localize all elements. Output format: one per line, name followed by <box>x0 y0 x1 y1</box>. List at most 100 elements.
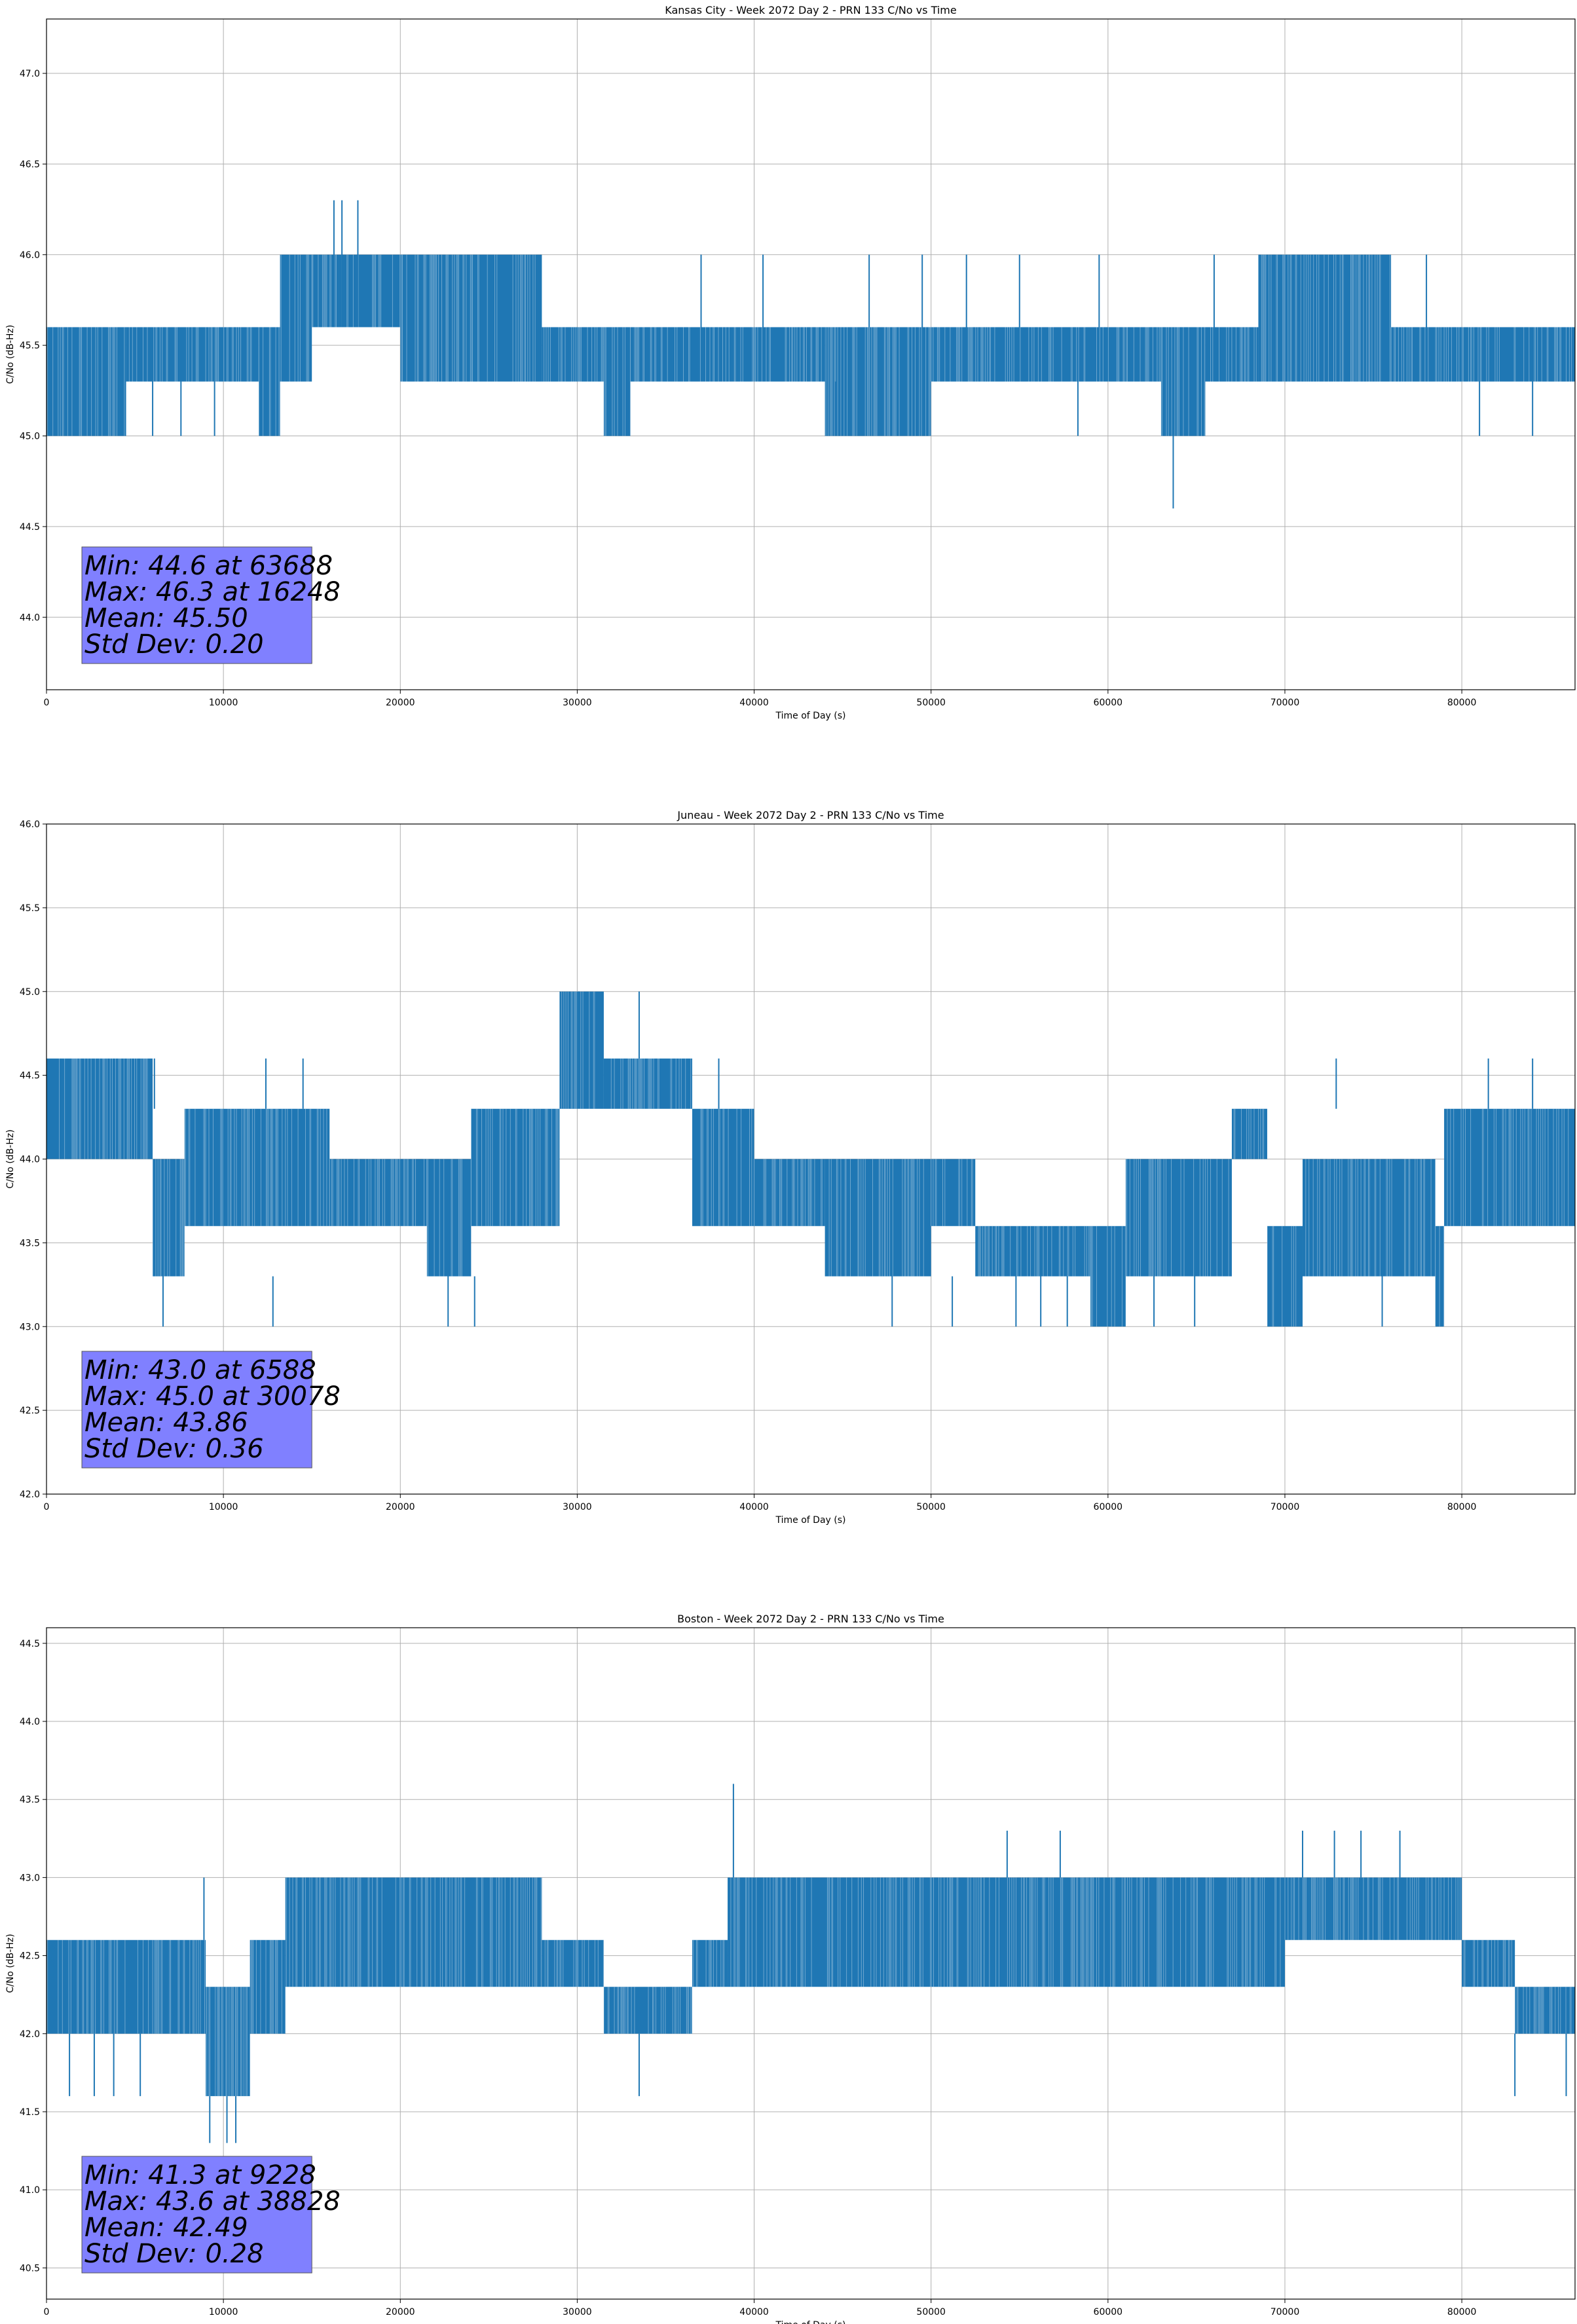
data-texture <box>1447 1108 1569 1226</box>
data-band <box>692 1940 728 1987</box>
y-tick-label: 42.0 <box>20 2029 40 2040</box>
y-tick-label: 45.0 <box>20 432 40 442</box>
x-tick-label: 70000 <box>1271 2307 1300 2317</box>
x-tick-label: 50000 <box>916 1502 946 1512</box>
y-tick-label: 44.5 <box>20 1071 40 1081</box>
axes-frame <box>46 18 1576 690</box>
y-tick-label: 45.5 <box>20 903 40 914</box>
data-texture <box>1267 1226 1297 1327</box>
data-texture <box>825 327 931 436</box>
data-texture <box>1284 1877 1460 1940</box>
x-tick-label: 30000 <box>563 2307 592 2317</box>
x-tick-label: 80000 <box>1447 698 1477 708</box>
data-texture <box>1233 1108 1265 1159</box>
data-texture <box>401 254 536 382</box>
data-texture <box>47 1940 205 2034</box>
data-texture <box>544 1940 604 1987</box>
x-tick-label: 30000 <box>563 698 592 708</box>
x-tick-label: 40000 <box>739 2307 769 2317</box>
x-axis-label: Time of Day (s) <box>775 1515 846 1526</box>
data-texture <box>693 1940 725 1987</box>
data-band <box>542 1940 604 1987</box>
chart-title: Kansas City - Week 2072 Day 2 - PRN 133 … <box>665 4 956 16</box>
x-axis-label: Time of Day (s) <box>775 711 846 721</box>
data-band <box>250 1940 286 2034</box>
x-axis-label: Time of Day (s) <box>775 2320 846 2324</box>
data-texture <box>184 1108 327 1226</box>
data-texture <box>1435 1226 1445 1327</box>
y-tick-label: 46.0 <box>20 819 40 830</box>
data-band <box>46 1059 153 1159</box>
data-texture <box>561 991 595 1109</box>
data-band <box>825 327 931 436</box>
x-tick-label: 80000 <box>1447 2307 1477 2317</box>
y-tick-label: 44.5 <box>20 522 40 533</box>
data-texture <box>86 327 125 436</box>
data-texture <box>978 1226 1090 1277</box>
data-band <box>1284 1877 1462 1940</box>
data-band <box>82 327 126 436</box>
y-tick-label: 45.0 <box>20 987 40 998</box>
data-band <box>1267 1226 1303 1327</box>
data-texture <box>128 327 252 382</box>
y-axis-label: C/No (dB-Hz) <box>5 1129 16 1188</box>
x-tick-label: 10000 <box>209 2307 238 2317</box>
y-axis-label: C/No (dB-Hz) <box>5 325 16 384</box>
y-tick-label: 42.5 <box>20 1951 40 1962</box>
data-band <box>280 254 312 382</box>
y-tick-label: 44.5 <box>20 1639 40 1649</box>
data-band <box>630 327 825 382</box>
stats-line: Min: 43.0 at 6588 <box>84 1355 316 1385</box>
data-band <box>984 1877 1285 1987</box>
data-series <box>46 1784 1575 2143</box>
chart-panel-2: 0 10000 20000 30000 40000 50000 60000 70000 8000… <box>5 809 1576 1526</box>
y-tick-label: 44.0 <box>20 1155 40 1165</box>
data-band <box>46 1940 206 2034</box>
data-texture <box>700 1108 752 1226</box>
data-texture <box>984 1877 1281 1987</box>
data-texture <box>730 1877 982 1987</box>
stats-line: Std Dev: 0.36 <box>84 1434 264 1464</box>
data-texture <box>610 1059 692 1109</box>
data-band <box>1160 327 1206 436</box>
y-tick-label: 41.5 <box>20 2107 40 2118</box>
data-band <box>931 1159 976 1226</box>
data-texture <box>1125 1159 1229 1277</box>
data-texture <box>258 327 280 436</box>
x-tick-label: 0 <box>44 698 50 708</box>
data-texture <box>1305 1159 1432 1277</box>
y-tick-label: 42.0 <box>20 1490 40 1500</box>
data-band <box>426 1159 472 1277</box>
x-tick-label: 10000 <box>209 1502 238 1512</box>
data-band <box>754 1159 825 1226</box>
chart-panel-3: 0 10000 20000 30000 40000 50000 60000 70000 8000… <box>5 1613 1576 2324</box>
data-band <box>559 991 604 1109</box>
y-tick-label: 44.0 <box>20 612 40 623</box>
stats-box <box>81 546 312 664</box>
stats-line: Std Dev: 0.20 <box>84 629 264 660</box>
x-tick-label: 80000 <box>1447 1502 1477 1512</box>
stats-line: Max: 43.6 at 38828 <box>84 2186 341 2217</box>
data-band <box>153 1159 185 1277</box>
data-band <box>825 1159 931 1277</box>
y-tick-label: 42.5 <box>20 1406 40 1416</box>
data-band <box>1258 254 1392 382</box>
data-band <box>285 1877 542 1987</box>
data-band <box>975 1226 1090 1277</box>
data-band <box>206 1987 250 2097</box>
x-tick-label: 60000 <box>1094 1502 1123 1512</box>
data-texture <box>604 327 625 436</box>
x-tick-label: 50000 <box>916 698 946 708</box>
data-band <box>1302 1159 1436 1277</box>
data-texture <box>426 1159 462 1277</box>
data-band <box>329 1159 427 1226</box>
x-tick-label: 70000 <box>1271 1502 1300 1512</box>
y-tick-label: 41.0 <box>20 2185 40 2196</box>
y-tick-label: 40.5 <box>20 2263 40 2274</box>
data-texture <box>59 1059 148 1159</box>
data-texture <box>1090 1226 1122 1327</box>
data-texture <box>630 327 822 382</box>
chart-title: Juneau - Week 2072 Day 2 - PRN 133 C/No … <box>677 809 944 821</box>
data-texture <box>1390 327 1572 382</box>
x-tick-label: 20000 <box>386 1502 415 1512</box>
